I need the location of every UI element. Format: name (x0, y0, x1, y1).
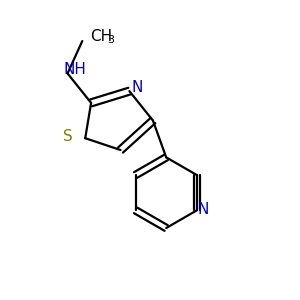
Text: N: N (131, 80, 142, 95)
Text: 3: 3 (107, 35, 114, 45)
Text: S: S (63, 129, 72, 144)
Text: N: N (198, 202, 209, 217)
Text: CH: CH (90, 29, 112, 44)
Text: NH: NH (64, 61, 86, 76)
